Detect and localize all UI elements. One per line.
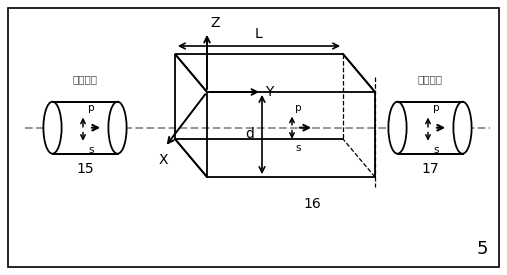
Text: 15: 15: [76, 162, 94, 176]
Text: L: L: [255, 27, 263, 41]
Text: s: s: [88, 145, 93, 155]
Text: 16: 16: [303, 197, 321, 211]
Text: p: p: [88, 103, 95, 113]
Text: 输出光束: 输出光束: [417, 74, 443, 84]
Ellipse shape: [108, 102, 127, 154]
Text: Y: Y: [265, 85, 273, 99]
Text: s: s: [295, 143, 301, 153]
Ellipse shape: [44, 102, 61, 154]
Text: Z: Z: [210, 16, 220, 30]
Ellipse shape: [453, 102, 472, 154]
Text: p: p: [295, 103, 302, 113]
Bar: [53, 102, 118, 154]
Text: p: p: [433, 103, 440, 113]
Text: 17: 17: [421, 162, 439, 176]
Bar: [397, 102, 462, 154]
Text: d: d: [245, 128, 254, 142]
Text: X: X: [158, 153, 168, 167]
Text: 输入光束: 输入光束: [73, 74, 97, 84]
Ellipse shape: [388, 102, 407, 154]
Text: s: s: [433, 145, 439, 155]
Text: 5: 5: [477, 240, 488, 258]
